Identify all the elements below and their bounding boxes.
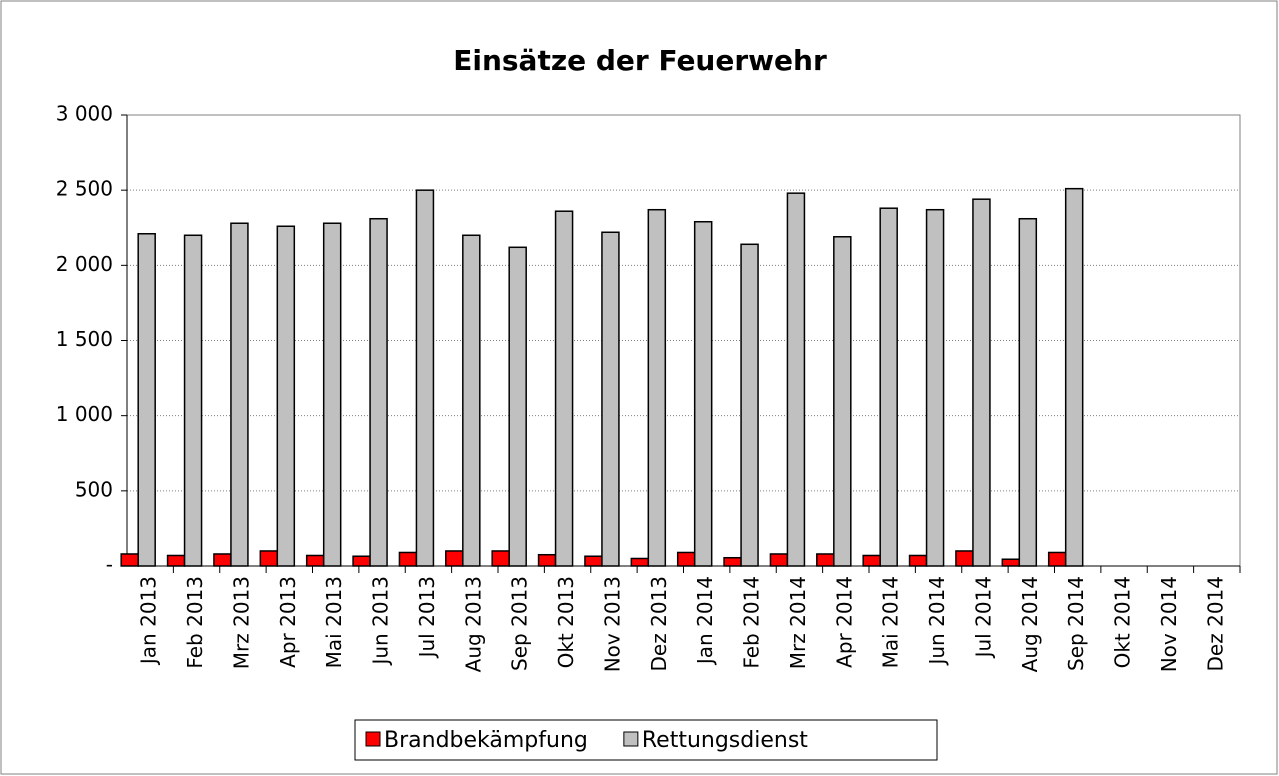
bar [786,192,806,567]
bar [740,243,759,567]
bar [1018,217,1038,567]
x-tick-label: Jul 2014 [971,576,995,659]
x-tick-label: Jan 2013 [137,576,161,666]
x-tick-label: Okt 2014 [1111,576,1135,668]
x-tick-label: Nov 2013 [600,576,624,672]
y-tick-label: 3 000 [56,102,113,126]
bar [1064,187,1084,567]
y-tick-label: 1 000 [56,402,113,426]
bar [322,222,342,567]
bar [369,217,388,567]
bar [183,234,203,567]
legend-box [354,719,938,761]
x-tick-label: Aug 2013 [461,576,485,672]
x-tick-label: Jun 2013 [369,576,393,667]
bar [120,553,139,567]
bar [955,550,974,567]
bar [1047,551,1067,567]
bar [166,554,186,567]
bar [1001,558,1021,567]
bar [415,189,435,567]
bar [137,233,156,567]
bar [630,557,650,567]
x-tick-label: Jul 2013 [415,576,439,659]
x-tick-label: Feb 2013 [183,576,207,669]
bar [537,553,557,567]
legend-label: Brandbekämpfung [384,728,588,753]
legend-swatch [623,731,639,747]
x-tick-label: Sep 2014 [1064,576,1088,671]
x-tick-label: Feb 2014 [740,576,764,669]
chart-title: Einsätze der Feuerwehr [453,44,827,77]
x-tick-label: Apr 2013 [276,576,300,668]
bar [276,225,296,567]
bar [230,222,249,567]
bar [352,555,371,567]
x-tick-label: Mai 2013 [322,576,346,668]
bar [601,231,620,567]
bar [491,550,510,567]
x-tick-label: Nov 2014 [1157,576,1181,672]
x-tick-label: Apr 2014 [832,576,856,668]
y-tick-label: 1 500 [56,327,113,351]
x-tick-label: Jan 2014 [693,576,717,666]
x-tick-label: Dez 2014 [1203,576,1227,671]
bar [445,550,464,567]
bar [879,207,898,567]
legend: Brandbekämpfung Rettungsdienst [354,719,938,761]
y-tick-label: 500 [75,477,113,501]
bar [259,550,279,567]
bar [723,556,742,567]
bar [554,210,574,567]
bar [972,198,991,567]
x-tick-label: Mrz 2013 [229,576,253,669]
x-tick-label: Mai 2014 [879,576,903,668]
x-tick-label: Aug 2014 [1018,576,1042,672]
bar [908,554,928,567]
x-tick-label: Sep 2013 [508,576,532,671]
bar [769,553,789,567]
y-tick-label: - [106,553,113,577]
bar [833,236,852,567]
x-tick-label: Okt 2013 [554,576,578,668]
bar [925,208,945,567]
bar [508,246,527,567]
bar [305,554,325,567]
bar [462,234,481,567]
x-tick-label: Jun 2014 [925,576,949,667]
bar [584,555,603,567]
x-tick-label: Mrz 2014 [786,576,810,669]
bar [862,554,881,567]
bar [398,551,418,567]
bar [647,208,667,567]
legend-swatch [365,731,381,747]
bar [213,553,232,567]
x-tick-label: Dez 2013 [647,576,671,671]
y-tick-label: 2 500 [56,177,113,201]
legend-label: Rettungsdienst [642,728,808,753]
bar [693,220,713,567]
bar [816,553,835,567]
bar [676,551,696,567]
y-tick-label: 2 000 [56,252,113,276]
